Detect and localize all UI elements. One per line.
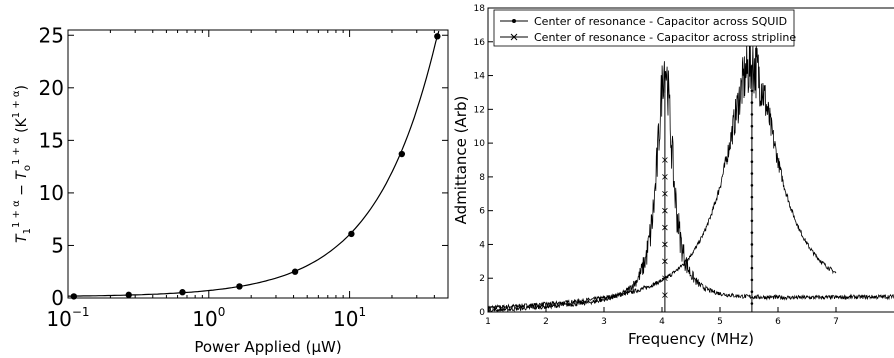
right-x-tick-label: 3: [601, 317, 607, 327]
right-x-tick-label: 7: [833, 317, 839, 327]
right-y-tick-label: 4: [479, 240, 485, 250]
ylabel-sub2: o: [22, 165, 33, 171]
left-y-tick-label: 20: [39, 76, 64, 100]
left-data-point-4: [291, 268, 299, 275]
right-y-tick-label: 18: [474, 4, 486, 14]
left-data-point-1: [125, 291, 132, 299]
right-x-tick-label: 5: [717, 317, 723, 327]
ylabel-unit-open: (K: [14, 117, 30, 137]
right-y-tick-label: 2: [479, 274, 485, 284]
left-y-tick-label: 15: [39, 128, 64, 152]
tick-base: 10: [333, 307, 358, 331]
right-y-tick-label: 10: [474, 139, 486, 149]
left-data-point-7: [434, 33, 441, 40]
left-y-tick-label: 10: [39, 181, 64, 205]
ylabel-minus: −: [14, 180, 30, 201]
left-plot-frame: [67, 29, 449, 299]
ylabel-sup1: 1 + α: [11, 200, 22, 228]
legend-squid-label: Center of resonance - Capacitor across S…: [534, 15, 787, 28]
left-data-point-3: [236, 283, 243, 290]
right-x-axis-label: Frequency (MHz): [628, 330, 754, 348]
right-y-axis-label: Admittance (Arb): [452, 96, 470, 225]
right-y-tick-label: 8: [479, 173, 485, 183]
left-y-tick-label: 5: [51, 233, 64, 257]
series-squid-line: [487, 34, 837, 311]
right-x-tick-label: 6: [775, 317, 781, 327]
left-data-point-5: [348, 230, 355, 238]
right-plot-frame: [487, 7, 894, 313]
right-y-ticks: 0 2 4 6 8 10 12 14 16 18: [474, 4, 493, 318]
tick-base: 10: [46, 307, 71, 331]
tick-exponent: −1: [72, 305, 90, 319]
legend-box: [493, 9, 795, 47]
ylabel-t1: T: [14, 233, 30, 243]
left-data-point-0: [70, 293, 78, 300]
left-y-axis-label: T11 + α − To1 + α (K1 + α): [11, 85, 33, 243]
left-data-point-2: [179, 289, 186, 296]
ylabel-sub1: 1: [22, 228, 33, 234]
left-y-tick-label: 25: [39, 23, 64, 47]
ylabel-unit-close: ): [14, 85, 30, 90]
left-x-axis-label: Power Applied (μW): [194, 338, 341, 356]
ylabel-sup3: 1 + α: [11, 90, 22, 118]
left-y-ticks: 0 5 10 15 20 25: [39, 23, 448, 310]
left-y-tick-label: 0: [51, 286, 64, 310]
ylabel-sup2: 1 + α: [11, 137, 22, 165]
right-legend: Center of resonance - Capacitor across S…: [493, 9, 796, 47]
legend-stripline-label: Center of resonance - Capacitor across s…: [534, 31, 796, 44]
left-data-point-6: [398, 150, 406, 158]
right-x-tick-label: 2: [543, 317, 549, 327]
tick-exponent: 0: [218, 305, 226, 319]
left-fit-curve: [68, 30, 440, 297]
legend-x-glyph: [510, 33, 518, 41]
ylabel-t2: T: [14, 170, 30, 180]
right-y-tick-label: 14: [474, 72, 486, 82]
left-x-tick-label: 101: [333, 305, 366, 331]
left-x-tick-label: 100: [192, 305, 225, 331]
right-y-tick-label: 16: [474, 38, 486, 48]
right-y-tick-label: 6: [479, 207, 485, 217]
right-y-tick-label: 0: [479, 308, 485, 318]
left-x-tick-label: 10−1: [46, 305, 89, 331]
legend-squid-dot-marker: [512, 19, 516, 23]
right-x-tick-label: 4: [659, 317, 665, 327]
series-stripline-line: [487, 61, 894, 313]
left-data-points: [70, 33, 441, 300]
tick-base: 10: [192, 307, 217, 331]
left-x-ticks: 10−1 100 101: [46, 30, 449, 331]
right-x-ticks: 1 2 3 4 5 6 7: [485, 307, 839, 327]
legend-stripline-x-marker: [510, 33, 518, 41]
right-y-tick-label: 12: [474, 105, 485, 115]
right-x-tick-label: 1: [485, 317, 491, 327]
tick-exponent: 1: [358, 305, 366, 319]
